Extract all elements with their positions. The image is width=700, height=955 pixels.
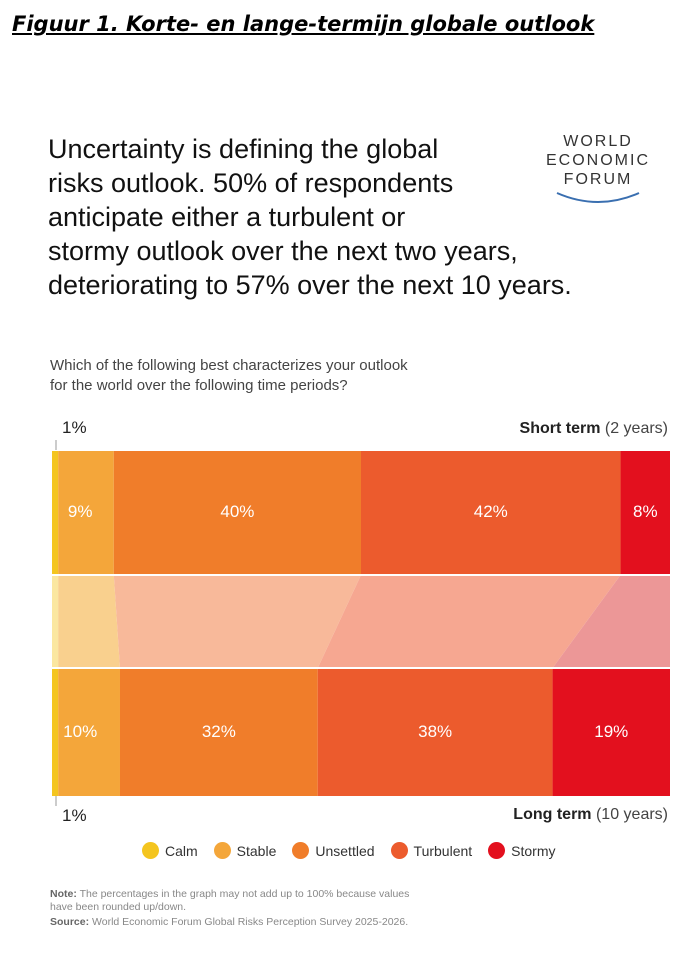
- legend-item-calm: Calm: [142, 842, 198, 859]
- long-term-value-turbulent: 38%: [418, 722, 452, 741]
- long-term-value-unsettled: 32%: [202, 722, 236, 741]
- transition-band-calm: [52, 575, 59, 668]
- transition-band-turbulent: [317, 575, 621, 668]
- legend-swatch: [390, 842, 408, 859]
- question-line: for the world over the following time pe…: [50, 377, 348, 394]
- long-term-label: Long term (10 years): [513, 806, 668, 824]
- legend-item-stormy: Stormy: [488, 842, 556, 859]
- long-term-value-stable: 10%: [63, 722, 97, 741]
- logo-arc-icon: [556, 192, 640, 203]
- long-term-bar-stormy: [552, 668, 670, 796]
- legend-label: Unsettled: [315, 842, 375, 859]
- headline: Uncertainty is defining the global risks…: [48, 132, 648, 302]
- long-term-bold: Long term: [513, 806, 592, 823]
- headline-line: Uncertainty is defining the global: [48, 134, 439, 164]
- footnote: Note: The percentages in the graph may n…: [50, 888, 409, 929]
- question-line: Which of the following best characterize…: [50, 357, 408, 374]
- short-term-label: Short term (2 years): [520, 420, 668, 438]
- legend-swatch: [488, 842, 506, 859]
- short-term-bar-calm: [52, 450, 59, 575]
- long-term-bar-turbulent: [317, 668, 553, 796]
- long-term-bar-unsettled: [119, 668, 318, 796]
- source-bold: Source:: [50, 916, 90, 928]
- short-term-value-turbulent: 42%: [474, 502, 508, 521]
- short-term-bar-turbulent: [361, 450, 621, 575]
- short-term-paren: (2 years): [604, 420, 668, 437]
- headline-line: anticipate either a turbulent or: [48, 202, 406, 232]
- chart-legend: Calm Stable Unsettled Turbulent Stormy: [142, 842, 556, 859]
- headline-line: risks outlook. 50% of respondents: [48, 168, 454, 198]
- headline-line: stormy outlook over the next two years,: [48, 236, 518, 266]
- legend-swatch: [292, 842, 310, 859]
- short-term-bar-stable: [58, 450, 114, 575]
- legend-label: Stable: [236, 842, 277, 859]
- short-term-bar-stormy: [620, 450, 670, 575]
- legend-item-unsettled: Unsettled: [292, 842, 375, 859]
- logo-line: ECONOMIC: [546, 152, 650, 169]
- transition-band-unsettled: [113, 575, 361, 668]
- legend-item-stable: Stable: [213, 842, 277, 859]
- long-term-bar-stable: [58, 668, 120, 796]
- transition-band-stormy: [552, 575, 670, 668]
- chart-question: Which of the following best characterize…: [50, 356, 408, 396]
- legend-label: Turbulent: [413, 842, 473, 859]
- headline-line: deteriorating to 57% over the next 10 ye…: [48, 270, 572, 300]
- note-bold: Note:: [50, 888, 77, 900]
- short-term-bar-unsettled: [113, 450, 361, 575]
- short-calm-label: 1%: [62, 418, 87, 437]
- note-text: The percentages in the graph may not add…: [76, 888, 410, 900]
- legend-label: Calm: [165, 842, 198, 859]
- short-term-bold: Short term: [519, 420, 601, 437]
- transition-band-stable: [58, 575, 120, 668]
- legend-label: Stormy: [511, 842, 556, 859]
- logo-line: FORUM: [563, 171, 633, 188]
- figure-title: Figuur 1. Korte- en lange-termijn global…: [12, 12, 595, 36]
- long-term-bar-calm: [52, 668, 59, 796]
- legend-swatch: [142, 842, 159, 859]
- long-term-value-stormy: 19%: [594, 722, 628, 741]
- source-text: World Economic Forum Global Risks Percep…: [89, 916, 409, 928]
- logo-line: WORLD: [563, 133, 633, 150]
- long-calm-label: 1%: [62, 806, 87, 825]
- note-text-2: have been rounded up/down.: [50, 901, 187, 913]
- legend-swatch: [213, 842, 231, 859]
- short-term-value-stable: 9%: [68, 502, 93, 521]
- short-term-value-unsettled: 40%: [220, 502, 254, 521]
- legend-item-turbulent: Turbulent: [390, 842, 473, 859]
- long-term-paren: (10 years): [595, 806, 668, 823]
- wef-logo: WORLD ECONOMIC FORUM: [538, 132, 658, 205]
- short-term-value-stormy: 8%: [633, 502, 658, 521]
